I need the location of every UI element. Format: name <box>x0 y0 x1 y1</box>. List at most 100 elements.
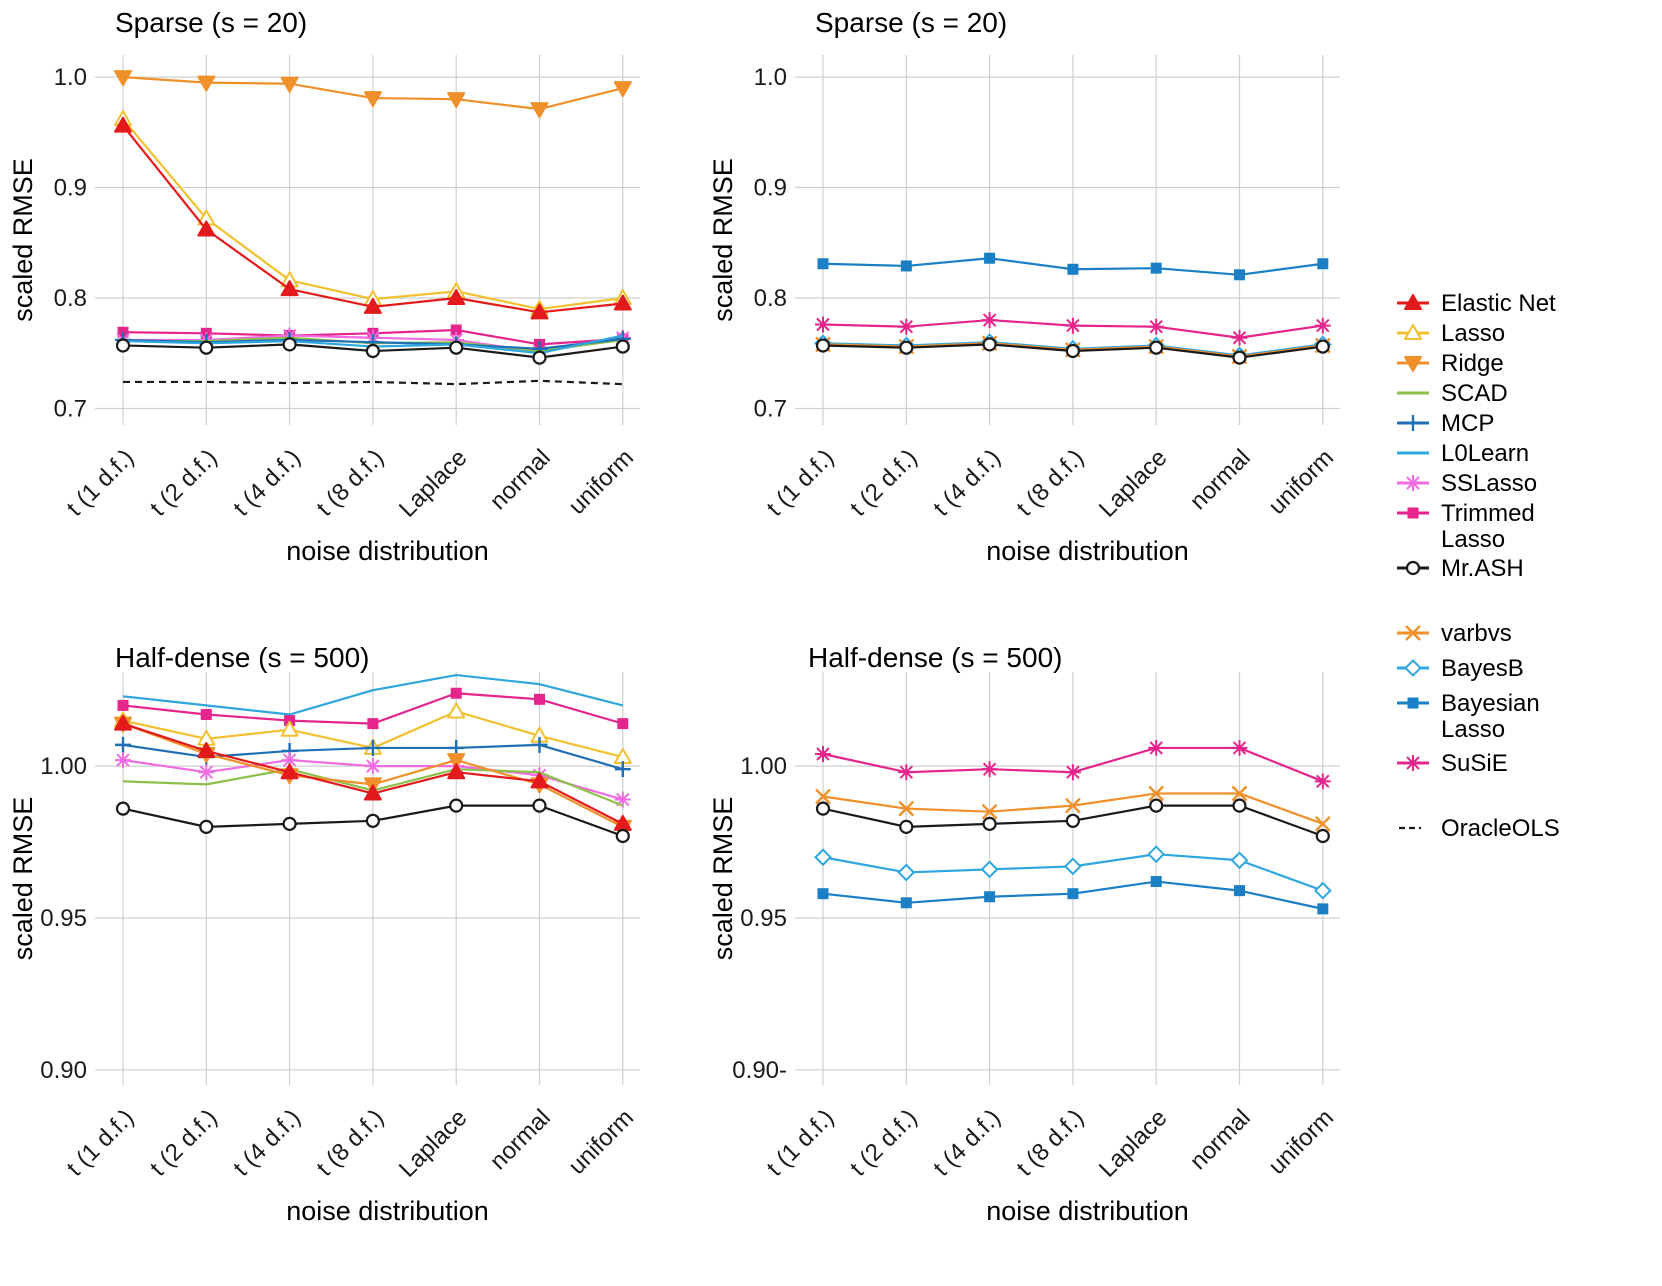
data-point <box>282 337 297 352</box>
data-point <box>1148 785 1165 802</box>
legend-label: SuSiE <box>1441 750 1508 777</box>
y-tick-label: 0.9 <box>54 175 87 202</box>
x-axis-label: noise distribution <box>986 536 1189 566</box>
data-point <box>981 312 998 329</box>
x-tick-label: normal <box>1185 1104 1256 1175</box>
data-point <box>1315 339 1330 354</box>
x-axis-label: noise distribution <box>286 536 489 566</box>
series-mr-ash <box>115 798 630 844</box>
y-tick-label: 0.95 <box>740 905 787 932</box>
legend-key-marker <box>1404 294 1422 310</box>
y-tick-label: 0.7 <box>754 395 787 422</box>
x-tick-label: t (1 d.f.) <box>762 1104 840 1182</box>
x-tick-label: normal <box>485 1104 556 1175</box>
data-point <box>197 741 216 758</box>
data-point <box>531 736 548 753</box>
data-point <box>815 745 831 762</box>
data-point <box>199 340 214 355</box>
data-point <box>1150 876 1162 888</box>
data-point <box>449 340 464 355</box>
series-susie <box>815 312 1331 346</box>
data-point <box>1148 739 1165 756</box>
data-point <box>280 76 299 93</box>
data-point <box>363 91 382 108</box>
legend-label: MCP <box>1441 410 1494 437</box>
x-tick-label: t (8 d.f.) <box>312 1104 390 1182</box>
x-tick-label: t (4 d.f.) <box>228 444 306 522</box>
legend-item-l0learn: L0Learn <box>1397 440 1529 467</box>
data-point <box>280 720 299 737</box>
legend-key-marker <box>1404 356 1422 372</box>
data-point <box>363 297 382 314</box>
data-point <box>447 288 466 305</box>
series-bayesian-lasso <box>817 252 1329 281</box>
y-tick-label: 0.8 <box>754 285 787 312</box>
legend-key-marker <box>1405 625 1421 641</box>
legend-key-marker <box>1407 697 1419 709</box>
data-point <box>115 736 131 753</box>
data-point <box>200 709 212 721</box>
data-point <box>114 116 132 133</box>
legend-label: Elastic Net <box>1441 290 1556 317</box>
data-point <box>449 798 464 813</box>
data-point <box>447 92 466 109</box>
x-tick-label: t (2 d.f.) <box>845 1104 923 1182</box>
data-point <box>447 753 466 770</box>
legend-label: SSLasso <box>1441 470 1537 497</box>
data-point <box>114 714 132 731</box>
y-tick-label: 1.0 <box>54 64 87 91</box>
data-point <box>1232 798 1247 813</box>
data-point <box>281 752 298 769</box>
data-point <box>1230 851 1249 870</box>
y-axis-label: scaled RMSE <box>708 797 738 961</box>
series-bayesian-lasso <box>817 876 1329 915</box>
data-point <box>817 258 829 270</box>
data-point <box>197 220 216 237</box>
data-point <box>447 763 466 780</box>
data-point <box>982 816 997 831</box>
legend-label: Trimmed <box>1441 500 1535 527</box>
data-point <box>614 791 631 808</box>
data-point <box>530 772 549 789</box>
y-tick-label: 1.00 <box>740 753 787 780</box>
x-tick-label: Laplace <box>1094 1104 1173 1183</box>
data-point <box>1067 888 1079 900</box>
legend-item-varbvs: varbvs <box>1397 620 1512 647</box>
y-axis-label: scaled RMSE <box>8 158 38 322</box>
x-tick-label: t (8 d.f.) <box>1012 444 1090 522</box>
legend-label: Bayesian <box>1441 690 1540 717</box>
data-point <box>1314 317 1331 334</box>
data-point <box>532 350 547 365</box>
data-point <box>1313 881 1332 900</box>
series-mr-ash <box>115 337 630 365</box>
data-point <box>898 764 915 781</box>
x-tick-label: t (4 d.f.) <box>928 1104 1006 1182</box>
data-point <box>115 338 131 353</box>
x-tick-label: t (1 d.f.) <box>62 1104 140 1182</box>
series-line <box>122 673 624 716</box>
series-mr-ash <box>815 337 1330 365</box>
data-point <box>984 891 996 903</box>
data-point <box>814 848 832 867</box>
data-point <box>984 252 996 264</box>
data-point <box>815 338 831 353</box>
data-point <box>817 888 829 900</box>
data-point <box>980 860 999 879</box>
y-tick-label: 0.90 <box>40 1057 87 1084</box>
x-tick-label: uniform <box>563 1104 639 1180</box>
legend-label: Lasso <box>1441 526 1505 553</box>
data-point <box>898 800 915 817</box>
legend-label: Mr.ASH <box>1441 555 1524 582</box>
data-point <box>1147 845 1166 864</box>
legend-item-mcp: MCP <box>1397 410 1494 437</box>
series-bayesb <box>814 845 1332 900</box>
data-point <box>981 761 998 778</box>
data-point <box>280 763 299 780</box>
data-point <box>1065 343 1081 359</box>
data-point <box>815 801 831 816</box>
legend-label: SCAD <box>1441 380 1508 407</box>
series-elastic-net <box>114 714 632 831</box>
chart-panel-4: 0.90- 0.95 1.00 t (1 d.f.) t (2 d.f.) t (4 d.… <box>708 642 1340 1226</box>
data-point <box>613 294 632 311</box>
